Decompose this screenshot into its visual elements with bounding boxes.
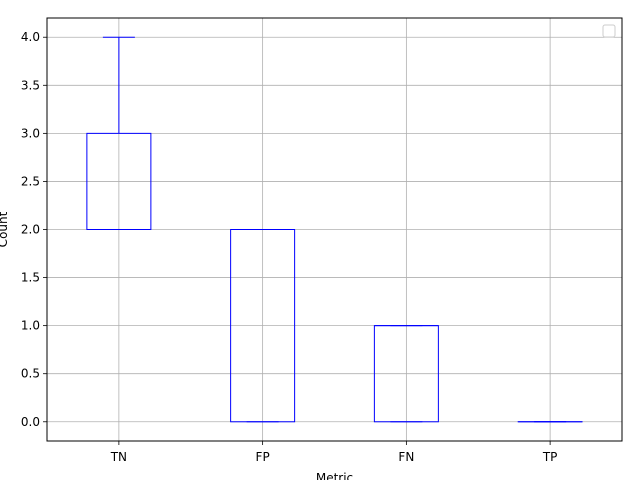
y-tick-label: 3.0 [21, 126, 40, 140]
box-fp [230, 229, 296, 423]
y-tick-label: 2.5 [21, 174, 40, 188]
y-tick-label: 1.0 [21, 319, 40, 333]
grid-layer [47, 18, 622, 441]
box-fn [373, 325, 439, 423]
y-tick-label: 2.0 [21, 223, 40, 237]
x-tick-label: TP [542, 450, 558, 464]
legend-box [602, 24, 616, 38]
y-tick-label: 1.5 [21, 271, 40, 285]
x-axis-label: Metric [316, 471, 353, 480]
y-axis-label: Count [0, 211, 10, 247]
box-layer [86, 36, 583, 423]
x-tick-label: FN [398, 450, 414, 464]
y-tick-label: 4.0 [21, 30, 40, 44]
x-tick-label: FP [256, 450, 270, 464]
y-tick-label: 0.0 [21, 415, 40, 429]
box-tn [86, 36, 152, 230]
y-tick-label: 0.5 [21, 367, 40, 381]
x-tick-label: TN [110, 450, 127, 464]
y-tick-label: 3.5 [21, 78, 40, 92]
tick-layer: 0.0 0.5 1.0 1.5 2.0 2.5 3.0 3.5 4.0 TN FP FN TP [21, 30, 558, 464]
